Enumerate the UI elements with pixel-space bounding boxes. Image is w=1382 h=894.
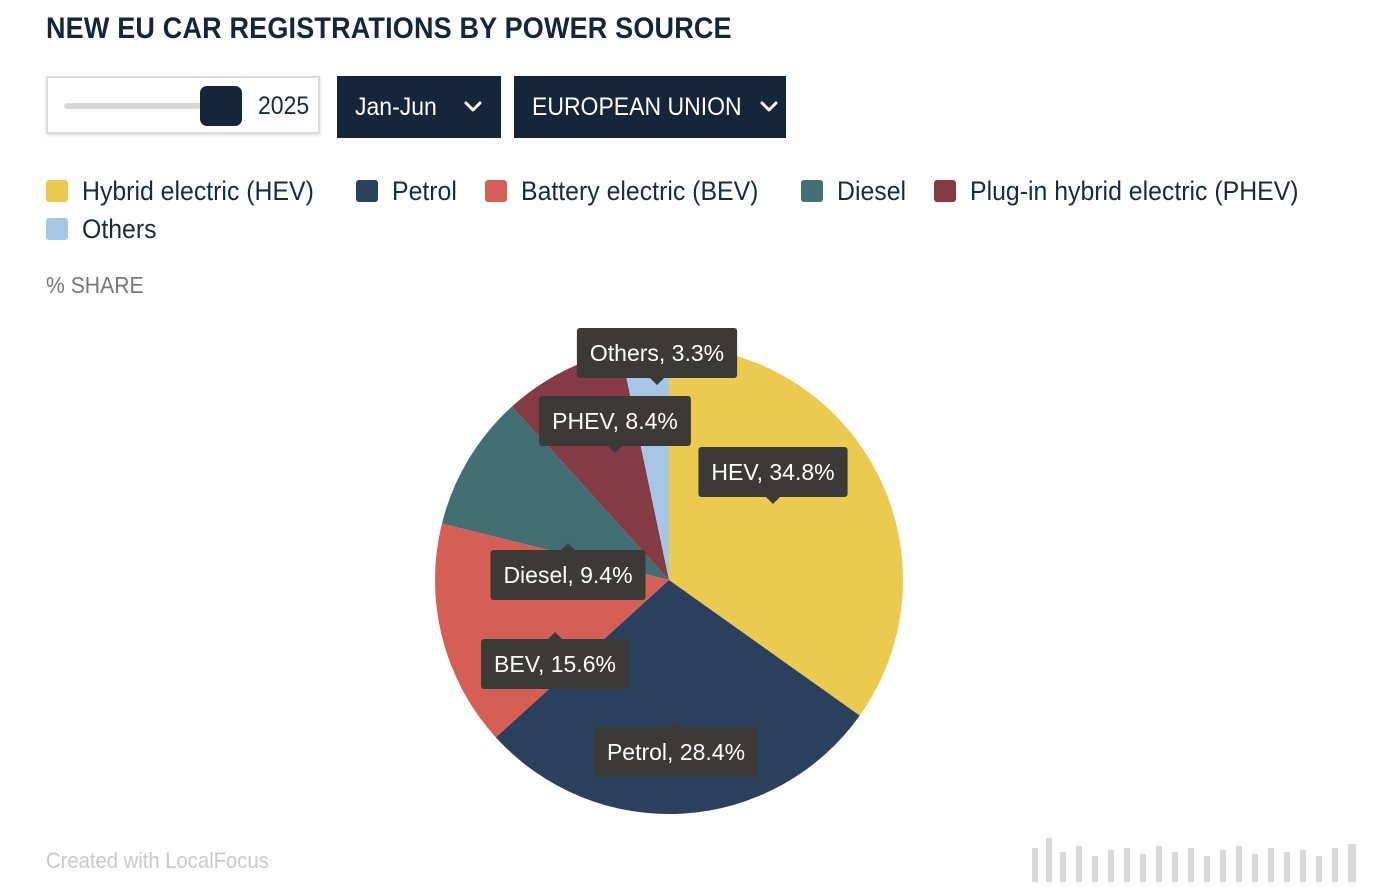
- legend-item-others[interactable]: Others: [46, 214, 163, 245]
- localfocus-logo: [1032, 838, 1356, 882]
- legend-item-diesel[interactable]: Diesel: [800, 175, 912, 207]
- slice-label-others: Others, 3.3%: [576, 328, 738, 385]
- slice-label-hev: HEV, 34.8%: [698, 447, 848, 504]
- slice-label-text-bev: BEV, 15.6%: [494, 651, 616, 677]
- slice-label-text-diesel: Diesel, 9.4%: [503, 562, 632, 588]
- pie-slice-petrol[interactable]: [495, 580, 860, 814]
- slice-label-text-petrol: Petrol, 28.4%: [607, 739, 745, 765]
- legend-label-others: Others: [82, 213, 157, 244]
- slice-label-pointer-bev: [548, 632, 562, 639]
- slider-track[interactable]: [64, 103, 224, 109]
- unit-label: % SHARE: [46, 272, 144, 298]
- slice-label-pointer-diesel: [561, 543, 575, 550]
- chevron-down-icon: [463, 97, 483, 117]
- legend-label-phev: Plug-in hybrid electric (PHEV): [969, 175, 1299, 206]
- slice-labels: HEV, 34.8% Petrol, 28.4% BEV, 15.6% Diesel,…: [481, 328, 848, 777]
- legend-swatch-petrol: [356, 180, 379, 202]
- slider-thumb[interactable]: [200, 86, 242, 126]
- slice-label-bg-diesel: [490, 550, 646, 600]
- slice-label-phev: PHEV, 8.4%: [539, 396, 691, 453]
- legend-row: Hybrid electric (HEV) Petrol Battery ele…: [46, 172, 1298, 210]
- slice-label-pointer-others: [650, 378, 664, 385]
- slice-label-text-phev: PHEV, 8.4%: [552, 408, 678, 434]
- legend-swatch-diesel: [800, 180, 823, 202]
- legend-swatch-hev: [46, 180, 68, 202]
- legend-swatch-others: [46, 218, 68, 240]
- period-dropdown[interactable]: Jan-Jun: [337, 76, 501, 138]
- slice-label-bg-hev: [698, 447, 848, 497]
- legend-item-phev[interactable]: Plug-in hybrid electric (PHEV): [933, 175, 1327, 207]
- region-dropdown-label: EUROPEAN UNION: [532, 92, 742, 121]
- legend-row: Others: [46, 210, 1296, 248]
- chevron-down-icon: [760, 97, 778, 117]
- legend-swatch-phev: [933, 180, 956, 202]
- year-slider[interactable]: 2025: [46, 76, 320, 134]
- slice-label-text-others: Others, 3.3%: [590, 340, 724, 366]
- chart-title: NEW EU CAR REGISTRATIONS BY POWER SOURCE: [46, 12, 732, 45]
- credit-text: Created with LocalFocus: [46, 848, 269, 873]
- legend-item-hev[interactable]: Hybrid electric (HEV): [46, 176, 334, 207]
- legend-label-bev: Battery electric (BEV): [520, 175, 759, 206]
- region-dropdown[interactable]: EUROPEAN UNION: [514, 76, 786, 138]
- slice-label-bev: BEV, 15.6%: [481, 632, 629, 689]
- slice-label-pointer-hev: [766, 497, 780, 504]
- slice-label-diesel: Diesel, 9.4%: [490, 543, 646, 600]
- legend-label-hev: Hybrid electric (HEV): [82, 175, 314, 206]
- period-dropdown-label: Jan-Jun: [355, 92, 437, 121]
- pie-slice-diesel[interactable]: [441, 406, 669, 580]
- slice-label-pointer-phev: [608, 446, 622, 453]
- slice-label-bg-phev: [539, 396, 691, 446]
- legend-swatch-bev: [484, 180, 507, 202]
- slice-label-petrol: Petrol, 28.4%: [593, 720, 759, 777]
- legend-label-petrol: Petrol: [392, 175, 457, 206]
- legend-item-bev[interactable]: Battery electric (BEV): [484, 175, 779, 207]
- slice-label-pointer-petrol: [669, 720, 683, 727]
- legend-item-petrol[interactable]: Petrol: [356, 176, 463, 207]
- legend-label-diesel: Diesel: [836, 175, 906, 206]
- chart-legend: Hybrid electric (HEV) Petrol Battery ele…: [46, 172, 1298, 248]
- year-value: 2025: [258, 92, 310, 120]
- slice-label-bg-others: [576, 328, 738, 378]
- slice-label-bg-bev: [481, 639, 629, 689]
- slice-label-text-hev: HEV, 34.8%: [711, 459, 834, 485]
- pie-slice-hev[interactable]: [669, 346, 904, 716]
- slice-label-bg-petrol: [593, 727, 759, 777]
